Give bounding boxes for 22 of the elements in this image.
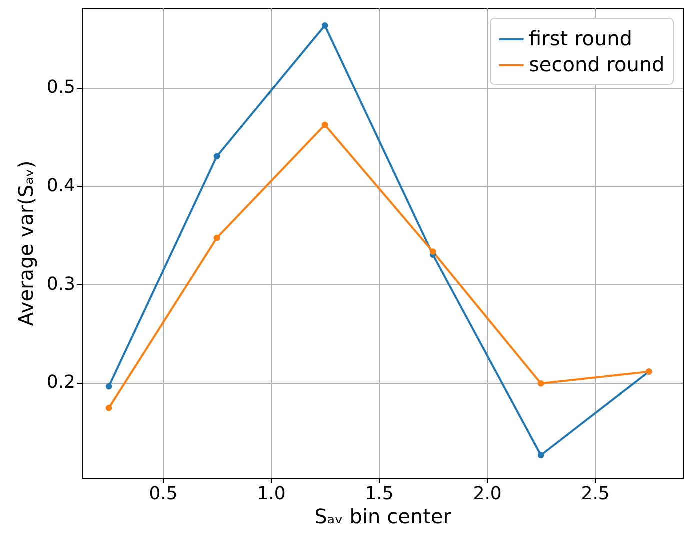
y-tick-label: 0.5 (46, 77, 76, 98)
y-tick-label: 0.3 (46, 274, 76, 295)
point (106, 405, 112, 412)
point (538, 380, 544, 387)
point (430, 248, 436, 256)
point (322, 122, 328, 128)
x-axis-title: Sₐᵥ bin center (314, 504, 452, 528)
x-tick-label: 1.0 (257, 484, 286, 504)
x-tick-label: 2.0 (473, 484, 502, 504)
x-tick-label: 0.5 (149, 484, 178, 504)
point (214, 234, 220, 242)
legend-label: first round (529, 26, 633, 50)
point (214, 153, 220, 160)
legend-label: second round (529, 52, 665, 76)
y-axis-title: Average var(Sₐᵥ) (14, 160, 38, 326)
point (322, 22, 328, 29)
x-tick-label: 2.5 (581, 484, 610, 504)
y-tick-label: 0.2 (46, 372, 76, 394)
y-tick-label: 0.4 (46, 175, 76, 196)
point (538, 452, 544, 459)
point (106, 383, 112, 390)
x-tick-label: 1.5 (365, 484, 394, 504)
